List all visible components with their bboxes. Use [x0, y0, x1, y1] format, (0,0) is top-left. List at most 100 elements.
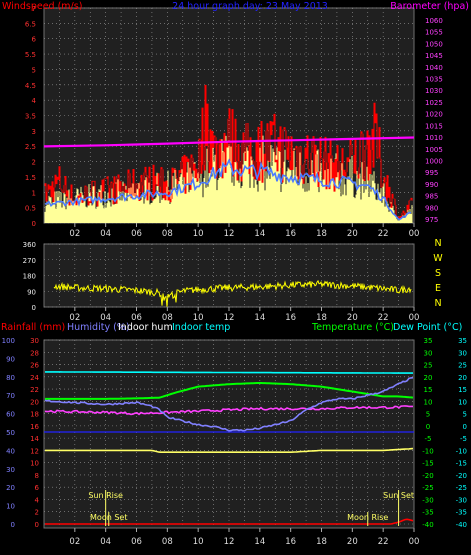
- baro-ytick-label: 1000: [425, 157, 443, 165]
- wind-ytick-label: 5.5: [25, 51, 36, 59]
- wind-ytick-label: 0: [32, 220, 36, 228]
- rain-ytick-label: 30: [30, 337, 39, 345]
- climate-xtick-label: 06: [131, 537, 142, 547]
- wind-direction-line: [53, 279, 412, 307]
- wind-xtick-label: 02: [69, 229, 80, 239]
- wind-ytick-label: 2: [32, 159, 36, 167]
- sun-event-label: Sun Set: [383, 491, 414, 500]
- direction-compass-label: E: [435, 283, 441, 294]
- direction-xtick-label: 16: [285, 313, 296, 323]
- dewpoint-ytick-label: -20: [456, 472, 467, 480]
- rain-ytick-label: 8: [35, 472, 39, 480]
- direction-xtick-label: 04: [100, 313, 111, 323]
- sun-event-label: Sun Rise: [88, 491, 123, 500]
- rain-ytick-label: 10: [30, 460, 39, 468]
- dewpoint-ytick-label: 20: [458, 374, 467, 382]
- humidity-ytick-label: 30: [6, 466, 15, 474]
- chart-title: 24 hour graph day: 23 May 2013: [172, 1, 328, 12]
- baro-ytick-label: 1055: [425, 29, 443, 37]
- rain-ytick-label: 0: [35, 521, 39, 529]
- baro-ytick-label: 985: [425, 193, 438, 201]
- rain-ytick-label: 16: [30, 423, 39, 431]
- temperature-ytick-label: 5: [426, 411, 430, 419]
- dewpoint-ytick-label: -40: [456, 521, 467, 529]
- climate-xtick-label: 14: [254, 537, 265, 547]
- baro-ytick-label: 975: [425, 216, 438, 224]
- dewpoint-ytick-label: -25: [456, 484, 467, 492]
- direction-ytick-label: 0: [32, 304, 36, 312]
- baro-ytick-label: 995: [425, 169, 438, 177]
- baro-ytick-label: 1040: [425, 64, 443, 72]
- direction-xtick-label: 06: [131, 313, 142, 323]
- direction-ytick-label: 360: [23, 241, 36, 249]
- climate-xtick-label: 20: [347, 537, 358, 547]
- temperature-ytick-label: -10: [422, 447, 433, 455]
- baro-ytick-label: 1045: [425, 52, 443, 60]
- direction-xtick-label: 18: [316, 313, 327, 323]
- temperature-ytick-label: -25: [422, 484, 433, 492]
- legend-temperature: Temperature (°C): [311, 322, 394, 333]
- dewpoint-ytick-label: 0: [463, 423, 467, 431]
- direction-xtick-label: 02: [69, 313, 80, 323]
- indoor-humidity-line: [45, 447, 414, 453]
- humidity-line: [44, 376, 414, 432]
- rain-ytick-label: 20: [30, 398, 39, 406]
- temperature-ytick-label: 15: [424, 386, 433, 394]
- humidity-ytick-label: 70: [6, 392, 15, 400]
- temperature-ytick-label: 20: [424, 374, 433, 382]
- direction-compass-label: S: [435, 268, 441, 279]
- dewpoint-ytick-label: 15: [458, 386, 467, 394]
- baro-ytick-label: 980: [425, 204, 438, 212]
- baro-ytick-label: 1060: [425, 17, 443, 25]
- direction-xtick-label: 00: [409, 313, 420, 323]
- humidity-ytick-label: 0: [11, 521, 15, 529]
- legend-humidity: Humidity (%): [67, 322, 130, 333]
- humidity-ytick-label: 100: [2, 337, 15, 345]
- rain-ytick-label: 4: [35, 496, 40, 504]
- direction-xtick-label: 10: [193, 313, 204, 323]
- direction-ytick-label: 90: [27, 288, 36, 296]
- legend-indoor-humidity: Indoor hum: [118, 322, 173, 333]
- humidity-ytick-label: 50: [6, 429, 15, 437]
- wind-ytick-label: 1.5: [25, 174, 36, 182]
- indoor-temp-line: [45, 371, 413, 374]
- temperature-ytick-label: -20: [422, 472, 433, 480]
- climate-xtick-label: 02: [69, 537, 80, 547]
- wind-ytick-label: 0.5: [25, 205, 36, 213]
- baro-ytick-label: 1035: [425, 76, 443, 84]
- wind-xtick-label: 18: [316, 229, 327, 239]
- dewpoint-ytick-label: 25: [458, 362, 467, 370]
- wind-average-line: [44, 158, 411, 221]
- temperature-ytick-label: 10: [424, 398, 433, 406]
- legend-rainfall: Rainfall (mm): [1, 322, 65, 333]
- climate-xtick-label: 04: [100, 537, 111, 547]
- legend-dewpoint: Dew Point (°C): [393, 322, 462, 333]
- direction-xtick-label: 20: [347, 313, 358, 323]
- baro-ytick-label: 1005: [425, 146, 443, 154]
- dewpoint-ytick-label: 35: [458, 337, 467, 345]
- temperature-ytick-label: 30: [424, 349, 433, 357]
- dewpoint-ytick-label: -5: [460, 435, 467, 443]
- wind-ytick-label: 3: [32, 128, 36, 136]
- temperature-ytick-label: -40: [422, 521, 433, 529]
- rain-ytick-label: 2: [35, 509, 39, 517]
- direction-compass-label: N: [434, 298, 441, 309]
- humidity-ytick-label: 40: [6, 447, 15, 455]
- dewpoint-ytick-label: -35: [456, 509, 467, 517]
- temperature-ytick-label: -35: [422, 509, 433, 517]
- wind-ytick-label: 3.5: [25, 113, 36, 121]
- temperature-ytick-label: -30: [422, 496, 433, 504]
- baro-ytick-label: 1010: [425, 134, 443, 142]
- humidity-ytick-label: 60: [6, 411, 15, 419]
- direction-ytick-label: 180: [23, 273, 36, 281]
- wind-ytick-label: 7: [32, 5, 36, 13]
- climate-xtick-label: 16: [285, 537, 296, 547]
- temperature-ytick-label: 0: [426, 423, 430, 431]
- baro-ytick-label: 1030: [425, 87, 443, 95]
- baro-ytick-label: 1015: [425, 122, 443, 130]
- wind-xtick-label: 10: [193, 229, 204, 239]
- temperature-ytick-label: -5: [425, 435, 432, 443]
- climate-xtick-label: 12: [224, 537, 235, 547]
- wind-xtick-label: 12: [224, 229, 235, 239]
